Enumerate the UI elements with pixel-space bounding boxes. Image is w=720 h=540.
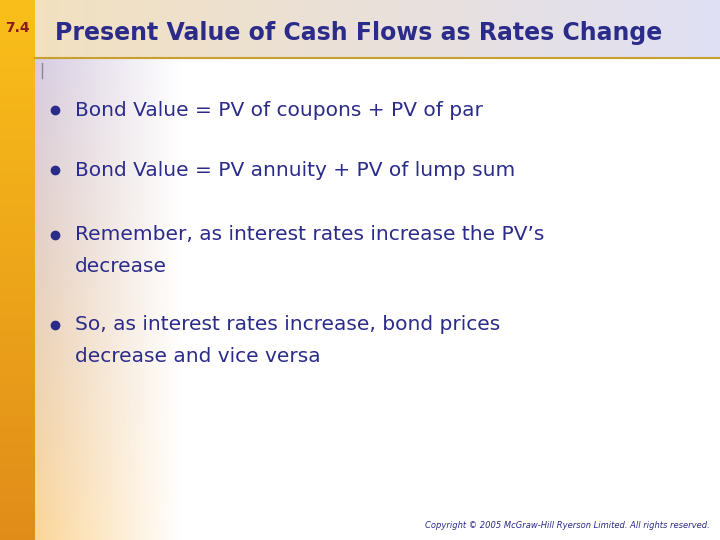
Text: So, as interest rates increase, bond prices: So, as interest rates increase, bond pri… [75, 315, 500, 334]
Text: Present Value of Cash Flows as Rates Change: Present Value of Cash Flows as Rates Cha… [55, 21, 662, 45]
Text: Bond Value = PV annuity + PV of lump sum: Bond Value = PV annuity + PV of lump sum [75, 160, 516, 179]
Text: 7.4: 7.4 [5, 21, 30, 35]
Text: Copyright © 2005 McGraw-Hill Ryerson Limited. All rights reserved.: Copyright © 2005 McGraw-Hill Ryerson Lim… [426, 521, 710, 530]
Text: decrease: decrease [75, 258, 167, 276]
Text: decrease and vice versa: decrease and vice versa [75, 348, 320, 367]
Text: Remember, as interest rates increase the PV’s: Remember, as interest rates increase the… [75, 226, 544, 245]
Text: Bond Value = PV of coupons + PV of par: Bond Value = PV of coupons + PV of par [75, 100, 483, 119]
